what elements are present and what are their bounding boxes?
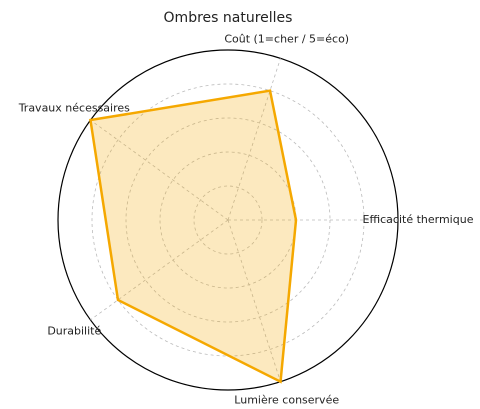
axis-label: Travaux nécessaires	[18, 101, 130, 114]
chart-title: Ombres naturelles	[164, 10, 293, 26]
spoke	[227, 58, 281, 221]
axis-label: Coût (1=cher / 5=éco)	[224, 32, 349, 45]
grid-circle	[91, 83, 365, 357]
spoke	[90, 119, 229, 221]
axis-label: Lumière conservée	[234, 394, 339, 407]
spoke	[90, 219, 229, 321]
spoke	[227, 219, 281, 382]
grid-circle	[193, 185, 263, 255]
radar-area	[89, 89, 298, 384]
axis-label: Durabilité	[47, 325, 101, 338]
axis-label: Efficacité thermique	[363, 213, 474, 226]
